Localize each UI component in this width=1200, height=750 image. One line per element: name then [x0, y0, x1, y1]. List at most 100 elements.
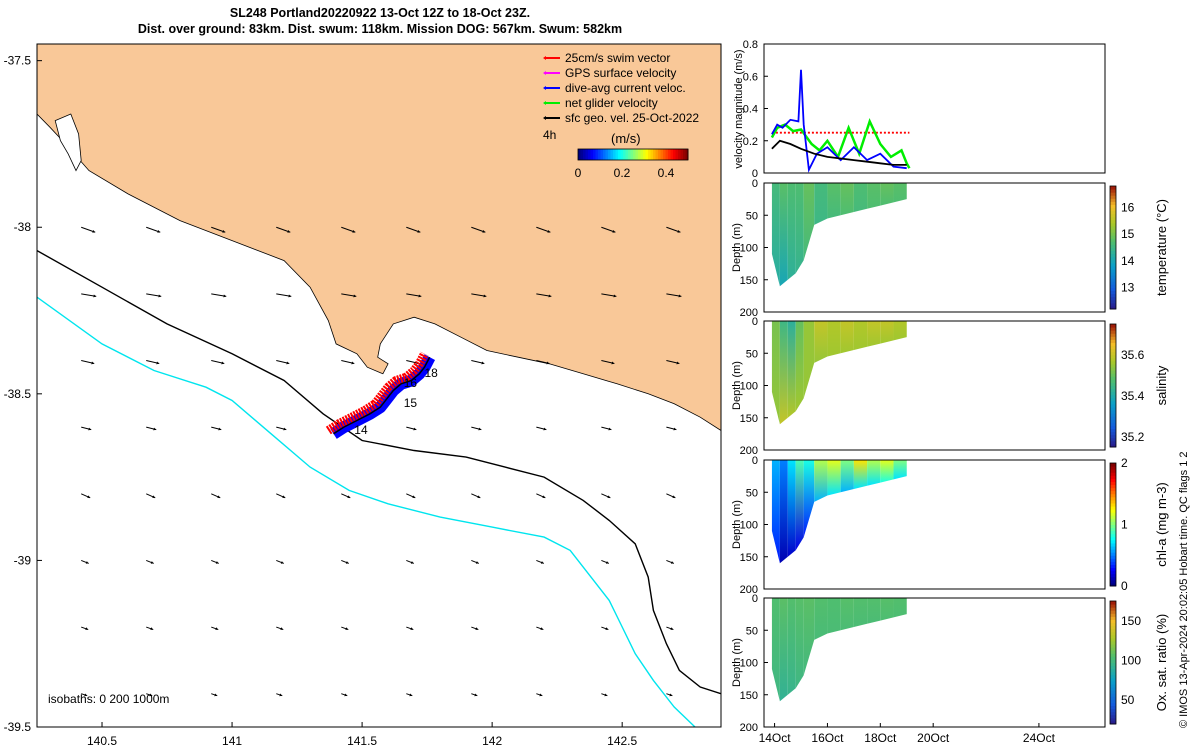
- section-colorbar-cell: [1110, 397, 1116, 402]
- section-colorbar-cell: [1110, 265, 1116, 270]
- current-arrowhead: [345, 561, 349, 564]
- section-colorbar-label: salinity: [1154, 365, 1169, 405]
- section-colorbar-cell: [1110, 619, 1116, 624]
- section-colorbar-cell: [1110, 425, 1116, 430]
- current-arrowhead: [93, 294, 97, 298]
- section-colorbar-cell: [1110, 333, 1116, 337]
- section-colorbar-tick-label: 13: [1121, 281, 1135, 295]
- time-x-tick-label: 18Oct: [864, 731, 897, 745]
- legend-swatch-head: [543, 116, 546, 120]
- legend-label: dive-avg current veloc.: [565, 81, 686, 95]
- section-colorbar: [1109, 600, 1117, 725]
- current-arrowhead: [286, 361, 290, 365]
- colorbar-cell: [593, 149, 596, 160]
- section-colorbar-cell: [1110, 431, 1116, 436]
- current-arrowhead: [539, 693, 543, 697]
- current-arrowhead: [670, 561, 674, 564]
- section-y-tick-label: 100: [740, 658, 758, 670]
- colorbar-cell: [615, 149, 619, 160]
- colorbar-cell: [625, 149, 629, 160]
- section-colorbar-cell: [1110, 644, 1116, 648]
- section-colorbar-cell: [1110, 561, 1116, 565]
- current-arrowhead: [413, 427, 417, 431]
- colorbar-cell: [638, 149, 641, 160]
- colorbar-cell: [658, 149, 661, 160]
- colorbar-tick-label: 0: [575, 166, 582, 180]
- current-arrowhead: [347, 495, 351, 499]
- section-cell: [787, 183, 796, 280]
- section-colorbar-cell: [1110, 640, 1116, 645]
- section-colorbar-cell: [1110, 527, 1116, 532]
- colorbar-cell: [595, 149, 599, 160]
- current-arrowhead: [672, 495, 676, 499]
- section-cell: [814, 460, 828, 502]
- section-colorbar-tick-label: 2: [1121, 456, 1128, 470]
- section-colorbar-cell: [1110, 506, 1116, 510]
- section-colorbar-cell: [1110, 496, 1116, 501]
- colorbar-cell: [633, 149, 636, 160]
- section-colorbar-cell: [1110, 443, 1116, 448]
- section-colorbar-cell: [1110, 235, 1116, 239]
- section-colorbar-label: chl-a (mg m-3): [1154, 482, 1169, 567]
- section-y-tick-label: 100: [740, 520, 758, 532]
- section-colorbar-cell: [1110, 487, 1116, 492]
- section-colorbar-cell: [1110, 549, 1116, 553]
- section-colorbar-cell: [1110, 216, 1116, 221]
- section-colorbar-cell: [1110, 677, 1116, 682]
- current-arrowhead: [418, 294, 422, 298]
- map-x-tick-label: 141.5: [347, 734, 377, 748]
- time-x-tick-label: 14Oct: [759, 731, 792, 745]
- section-colorbar-cell: [1110, 394, 1116, 399]
- section-colorbar-cell: [1110, 195, 1116, 199]
- current-arrowhead: [676, 361, 680, 365]
- section-cell: [787, 460, 796, 557]
- section-colorbar-cell: [1110, 244, 1116, 248]
- section-y-tick-label: 0: [752, 316, 758, 328]
- current-arrowhead: [222, 230, 226, 233]
- section-colorbar-cell: [1110, 509, 1116, 513]
- section-cell: [880, 321, 894, 344]
- section-cell: [893, 460, 907, 480]
- section-colorbar-cell: [1110, 262, 1116, 267]
- section-cell: [853, 598, 868, 628]
- section-colorbar-cell: [1110, 437, 1116, 442]
- section-colorbar-cell: [1110, 278, 1116, 282]
- section-colorbar-cell: [1110, 422, 1116, 426]
- colorbar-side-label: 4h: [543, 128, 556, 142]
- current-arrowhead: [669, 693, 673, 697]
- section-cell: [771, 598, 780, 702]
- section-colorbar-cell: [1110, 705, 1116, 710]
- section-cell: [853, 321, 868, 351]
- current-arrowhead: [542, 495, 546, 499]
- section-colorbar-cell: [1110, 604, 1116, 608]
- section-cell: [814, 321, 828, 363]
- colorbar-cell: [630, 149, 634, 160]
- current-arrowhead: [352, 230, 356, 233]
- section-colorbar-cell: [1110, 186, 1116, 190]
- time-x-tick-label: 24Oct: [1023, 731, 1056, 745]
- glider-track: [333, 356, 431, 435]
- current-arrowhead: [87, 495, 91, 499]
- section-colorbar-cell: [1110, 613, 1116, 617]
- section-colorbar-cell: [1110, 363, 1116, 368]
- day-label: 18: [425, 366, 439, 380]
- section-colorbar-cell: [1110, 478, 1116, 482]
- current-arrowhead: [481, 361, 485, 365]
- current-arrowhead: [88, 427, 92, 431]
- legend-label: 25cm/s swim vector: [565, 51, 670, 65]
- colorbar-cell: [605, 149, 609, 160]
- section-colorbar-tick-label: 14: [1121, 254, 1135, 268]
- section-colorbar-cell: [1110, 302, 1116, 307]
- colorbar-cell: [665, 149, 669, 160]
- land-mass: [37, 44, 721, 431]
- section-y-tick-label: 0: [752, 455, 758, 467]
- current-arrowhead: [412, 495, 416, 499]
- section-colorbar-tick-label: 100: [1121, 654, 1141, 668]
- section-colorbar-cell: [1110, 546, 1116, 550]
- section-y-tick-label: 100: [740, 381, 758, 393]
- colorbar-cell: [668, 149, 671, 160]
- section-colorbar-cell: [1110, 552, 1116, 556]
- chart-subtitle: Dist. over ground: 83km. Dist. swum: 118…: [137, 22, 623, 36]
- current-arrowhead: [288, 294, 292, 298]
